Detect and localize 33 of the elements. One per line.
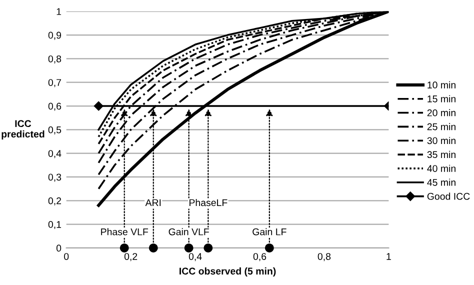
annotation: Gain VLF xyxy=(168,228,209,236)
x-tick-label: 1 xyxy=(386,253,391,260)
y-tick-label: 1 xyxy=(56,8,62,15)
y-tick-label: 0,9 xyxy=(48,32,62,40)
x-tick-label: 0,2 xyxy=(124,253,138,262)
y-axis-title: ICC predicted xyxy=(2,120,44,140)
y-tick-label: 0 xyxy=(56,244,62,252)
annotation: Phase VLF xyxy=(101,228,148,236)
y-tick-label: 0,2 xyxy=(48,197,62,206)
y-tick-label: 0,7 xyxy=(48,79,62,88)
x-axis-title: ICC observed (5 min) xyxy=(180,267,276,276)
legend-label: 30 min xyxy=(427,136,456,144)
y-tick-label: 0,8 xyxy=(48,55,62,64)
legend-label: 15 min xyxy=(428,95,456,102)
y-tick-label: 0,4 xyxy=(48,150,62,158)
y-tick-label: 0,5 xyxy=(48,126,62,134)
legend-label: 35 min xyxy=(427,150,456,158)
legend-label: 10 min xyxy=(428,81,456,88)
legend-label: 40 min xyxy=(427,164,456,172)
x-tick-label: 0,8 xyxy=(318,253,331,262)
x-tick-label: 0 xyxy=(64,253,69,260)
x-tick-label: 0,4 xyxy=(188,253,202,262)
annotation: ARI xyxy=(145,199,161,206)
legend-label: 20 min xyxy=(427,109,456,116)
annotation: Gain LF xyxy=(252,228,286,236)
annotation: PhaseLF xyxy=(190,198,228,206)
legend-label: 45 min xyxy=(427,178,456,186)
y-tick-label: 0,1 xyxy=(48,221,62,230)
legend-label: Good ICC xyxy=(427,192,470,200)
legend-label: 25 min xyxy=(427,123,456,130)
x-tick-label: 0,6 xyxy=(253,253,266,262)
y-tick-label: 0,6 xyxy=(48,102,62,111)
y-tick-label: 0,3 xyxy=(48,174,62,182)
